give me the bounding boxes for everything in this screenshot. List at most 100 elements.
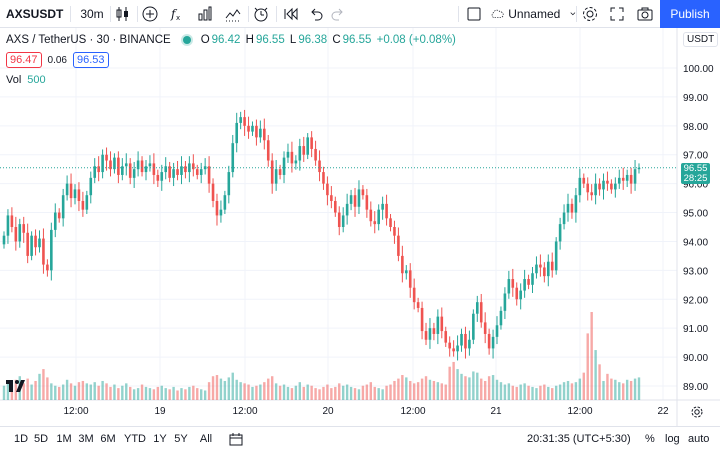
volume-bar	[89, 384, 92, 400]
candle-body	[322, 172, 325, 184]
volume-bar	[412, 383, 416, 400]
y-tick-label: 100.00	[683, 64, 714, 75]
chart-area[interactable]: 100.00 99.00 98.00 97.00 96.00 95.00 94.00 93.0…	[0, 28, 720, 426]
candle-body	[357, 189, 361, 207]
range-button-6m[interactable]: 6M	[100, 433, 116, 445]
volume-bar	[535, 388, 538, 400]
volume-bar	[168, 389, 171, 400]
volume-bar	[369, 382, 373, 400]
volume-bar	[298, 382, 302, 400]
candle-body	[223, 195, 227, 210]
bar-chart-icon[interactable]	[192, 0, 218, 28]
y-tick-label: 89.00	[683, 382, 708, 393]
settings-icon[interactable]	[577, 0, 603, 28]
volume-bar	[570, 383, 574, 400]
range-button-1y[interactable]: 1Y	[153, 433, 167, 445]
buy-button[interactable]: 96.53	[73, 52, 109, 68]
layout-name-button[interactable]: Unnamed	[490, 0, 576, 28]
currency-button[interactable]: USDT	[683, 32, 719, 47]
volume-bar	[385, 385, 388, 400]
auto-toggle[interactable]: auto	[688, 433, 710, 445]
candle-body	[377, 209, 380, 225]
volume-bar	[373, 386, 376, 400]
volume-bar	[219, 378, 223, 400]
volume-bar	[472, 371, 475, 400]
volume-bar	[192, 385, 195, 400]
candle-body	[452, 348, 455, 352]
volume-bar	[125, 383, 128, 400]
volume-bar	[440, 383, 443, 400]
volume-bar	[633, 378, 637, 400]
candle-body	[42, 238, 45, 265]
range-button-1m[interactable]: 1M	[56, 433, 72, 445]
candle-body	[511, 279, 515, 288]
candle-body	[124, 163, 128, 167]
range-button-ytd[interactable]: YTD	[124, 433, 146, 445]
select-icon[interactable]	[461, 0, 487, 28]
candle-body	[93, 166, 97, 178]
open-key: O	[200, 34, 210, 46]
volume-bar	[121, 385, 124, 400]
range-button-1d[interactable]: 1D	[13, 433, 29, 445]
x-tick-label: 12:00	[63, 406, 88, 417]
symbol-search-button[interactable]: AXSUSDT	[6, 7, 64, 21]
redo-icon[interactable]	[325, 0, 351, 28]
undo-icon[interactable]	[303, 0, 329, 28]
candle-body	[46, 264, 49, 271]
candle-body	[26, 232, 29, 256]
candle-body	[239, 117, 242, 123]
templates-icon[interactable]	[220, 0, 246, 28]
add-indicator-icon[interactable]	[137, 0, 163, 28]
spread-value: 0.06	[47, 54, 67, 66]
cloud-icon	[491, 9, 504, 18]
log-toggle[interactable]: log	[665, 433, 680, 445]
volume-bar	[243, 383, 246, 400]
candle-body	[22, 224, 26, 233]
volume-bar	[140, 384, 144, 400]
volume-bar	[602, 380, 605, 400]
replay-icon[interactable]	[278, 0, 304, 28]
candle-body	[73, 189, 77, 199]
alert-icon[interactable]	[248, 0, 274, 28]
range-button-5d[interactable]: 5D	[33, 433, 49, 445]
camera-icon[interactable]	[632, 0, 658, 28]
price-chart[interactable]: 100.00 99.00 98.00 97.00 96.00 95.00 94.00 93.0…	[0, 28, 720, 426]
candle-body	[590, 192, 593, 196]
volume-bar	[251, 386, 254, 400]
tradingview-logo-icon[interactable]	[6, 378, 28, 396]
volume-bar	[456, 369, 459, 400]
candle-body	[606, 180, 609, 184]
volume-bar	[10, 386, 14, 400]
volume-bar	[239, 382, 242, 400]
interval-button[interactable]: 30m	[80, 7, 104, 21]
candle-body	[385, 203, 388, 219]
sell-button[interactable]: 96.47	[6, 52, 42, 68]
range-button-3m[interactable]: 3M	[78, 433, 94, 445]
candle-body	[306, 137, 309, 155]
low-value: 96.38	[298, 34, 328, 46]
timezone-button[interactable]: 20:31:35 (UTC+5:30)	[527, 433, 631, 445]
candle-body	[389, 218, 392, 227]
candle-body	[290, 151, 294, 164]
goto-date-icon[interactable]	[222, 427, 250, 451]
candle-body	[491, 336, 495, 349]
candles-icon[interactable]	[110, 0, 136, 28]
publish-button[interactable]: Publish	[660, 0, 720, 28]
volume-bar	[2, 385, 6, 400]
volume-bar	[148, 388, 152, 400]
volume-bar	[93, 382, 96, 400]
y-tick-label: 96.00	[683, 180, 708, 191]
candle-body	[57, 212, 61, 219]
y-tick-label: 98.00	[683, 122, 708, 133]
chart-settings-icon[interactable]	[690, 405, 704, 419]
y-tick-label: 90.00	[683, 353, 708, 364]
fullscreen-icon[interactable]	[604, 0, 630, 28]
range-button-all[interactable]: All	[199, 433, 213, 445]
percent-toggle[interactable]: %	[645, 433, 655, 445]
volume-bar	[353, 388, 357, 400]
range-button-5y[interactable]: 5Y	[174, 433, 188, 445]
candle-body	[424, 331, 428, 340]
candle-body	[558, 224, 562, 242]
volume-bar	[499, 382, 503, 400]
